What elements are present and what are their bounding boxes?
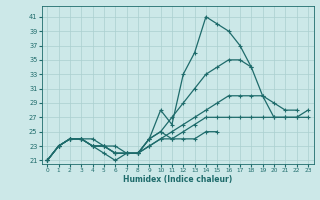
X-axis label: Humidex (Indice chaleur): Humidex (Indice chaleur): [123, 175, 232, 184]
